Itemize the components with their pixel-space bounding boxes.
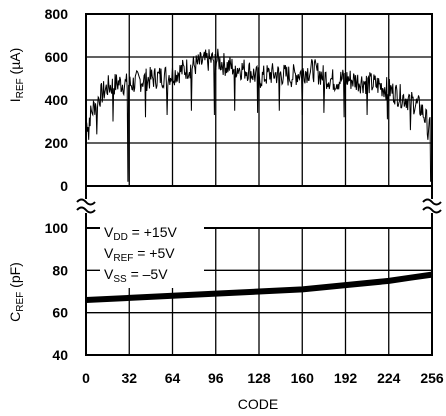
bottom-y-tick-label-100: 100 [45,220,69,236]
top-y-axis-label: IREF (µA) [7,48,26,103]
annotation-vdd: VDD = +15V [104,224,178,243]
tick-labels: 0 32 64 96 128 160 192 224 256 800 600 400 200 0 100 80… [45,6,444,386]
x-tick-label-0: 0 [82,370,90,386]
data-series [85,48,433,303]
x-tick-label-64: 64 [165,370,181,386]
bottom-panel-frame [85,227,433,356]
axis-break-wave-upper-left [76,198,96,206]
axis-break-wave-lower-right [422,206,442,214]
annotation-vref: VREF = +5V [104,245,175,264]
x-tick-label-128: 128 [247,370,271,386]
top-y-tick-label-400: 400 [45,92,69,108]
conditions-annotation: VDD = +15V VREF = +5V VSS = –5V [100,218,204,288]
annotation-backdrop [100,218,204,288]
x-tick-label-96: 96 [208,370,224,386]
axis-break-marks [76,186,442,228]
x-tick-label-224: 224 [377,370,401,386]
bottom-y-tick-label-40: 40 [52,347,68,363]
bottom-y-axis-label: CREF (pF) [7,262,26,322]
x-tick-label-160: 160 [291,370,315,386]
axis-break-wave-upper-right [422,198,442,206]
top-y-tick-label-600: 600 [45,49,69,65]
cref-series-line [85,271,433,303]
x-tick-label-192: 192 [334,370,358,386]
top-y-tick-label-0: 0 [60,178,68,194]
annotation-vss: VSS = –5V [104,266,168,285]
bottom-y-tick-label-80: 80 [52,262,68,278]
x-tick-label-32: 32 [121,370,137,386]
bottom-y-tick-label-60: 60 [52,305,68,321]
plot-frame [85,13,433,356]
iref-series-line [85,48,432,182]
top-y-tick-label-200: 200 [45,135,69,151]
axis-break-wave-lower-left [76,206,96,214]
top-panel-frame [85,13,433,187]
top-y-tick-label-800: 800 [45,6,69,22]
grid-lines [85,13,433,356]
x-axis-label: CODE [238,396,278,412]
x-tick-label-256: 256 [420,370,444,386]
